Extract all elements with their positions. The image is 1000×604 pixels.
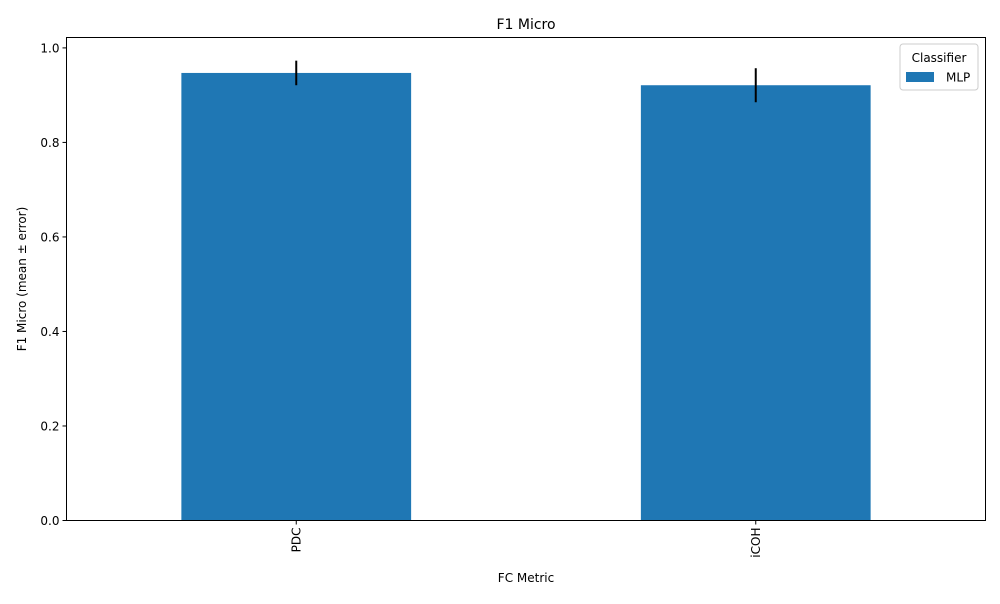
bar-pdc	[181, 72, 412, 521]
x-tick-label: PDC	[289, 528, 303, 553]
legend-label: MLP	[946, 71, 970, 85]
legend-swatch	[906, 72, 934, 82]
y-tick-label: 0.8	[40, 136, 59, 150]
y-tick-label: 0.2	[40, 419, 59, 433]
y-tick-label: 0.4	[40, 325, 59, 339]
y-axis: 0.0 0.2 0.4 0.6 0.8 1.0	[40, 41, 67, 528]
legend: Classifier MLP	[899, 43, 979, 91]
y-tick-label: 0.0	[40, 514, 59, 528]
x-tick-label: iCOH	[749, 528, 763, 558]
chart-title: F1 Micro	[496, 17, 555, 33]
x-axis: PDC iCOH	[289, 520, 763, 558]
bar-icoh	[640, 85, 871, 521]
x-axis-label: FC Metric	[498, 571, 554, 585]
y-axis-label: F1 Micro (mean ± error)	[15, 207, 29, 352]
error-bars-layer	[295, 60, 757, 103]
y-tick-label: 1.0	[40, 41, 59, 55]
legend-title: Classifier	[912, 51, 967, 65]
plot-frame	[66, 37, 986, 521]
bars-layer	[181, 72, 871, 521]
y-tick-label: 0.6	[40, 230, 59, 244]
